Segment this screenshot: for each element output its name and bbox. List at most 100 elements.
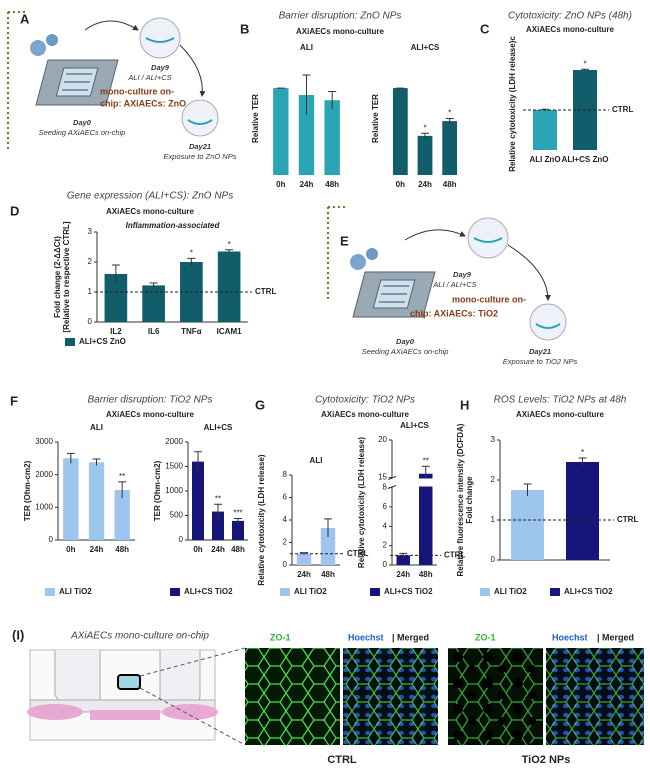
diagram-text: Day21 bbox=[189, 142, 211, 151]
error-bar bbox=[421, 132, 429, 139]
bar bbox=[114, 490, 130, 540]
x-tick-label: 24h bbox=[396, 570, 410, 579]
y-tick-label: 0 bbox=[179, 535, 184, 544]
y-axis-label: Fold change (2-ΔΔCt) bbox=[53, 236, 62, 318]
bar bbox=[417, 135, 433, 175]
diagram-text: mono-culture on- bbox=[100, 86, 174, 96]
y-tick-label: 8 bbox=[283, 470, 288, 479]
cell-icon bbox=[350, 254, 366, 270]
y-axis-label: Relative TER bbox=[371, 94, 380, 143]
y-tick-label: 3 bbox=[88, 227, 93, 236]
legend-label: ALI TiO2 bbox=[494, 587, 527, 596]
diagram-text: ALI / ALI+CS bbox=[127, 73, 171, 82]
bar-chart: ALI+CS Relative cytotoxicity (LDH release… bbox=[357, 421, 465, 596]
subplot-title: ALI bbox=[310, 456, 323, 465]
x-tick-label: 0h bbox=[396, 180, 405, 189]
error-bar bbox=[300, 552, 308, 555]
y-axis-label: Relative cytotoxicity (LDH release) bbox=[257, 454, 266, 585]
y-tick-label: 8 bbox=[383, 483, 388, 492]
diagram-text: Day9 bbox=[453, 270, 472, 279]
cell-icon bbox=[366, 248, 378, 260]
bar-chart: ALI Relative TER 0h 24h 48h bbox=[251, 43, 340, 189]
y-axis-label: TER (Ohm-cm2) bbox=[153, 460, 162, 521]
medium bbox=[90, 710, 160, 720]
legend-label: ALI+CS TiO2 bbox=[184, 587, 233, 596]
reference-label: CTRL bbox=[617, 515, 638, 524]
stage-icon bbox=[187, 119, 213, 125]
arrow bbox=[179, 44, 206, 97]
panel-title: Barrier disruption: ZnO NPs bbox=[279, 11, 402, 22]
subplot-title: ALI+CS bbox=[204, 423, 233, 432]
y-tick-label: 0 bbox=[88, 317, 93, 326]
y-tick-label: 1 bbox=[88, 287, 93, 296]
bar bbox=[533, 110, 557, 150]
stage-icon bbox=[181, 99, 219, 137]
x-tick-label: 24h bbox=[297, 570, 311, 579]
legend-swatch bbox=[480, 588, 490, 596]
significance: * bbox=[581, 448, 584, 457]
y-axis-label: Relative fluorescence intensity (DCFDA) bbox=[456, 423, 465, 576]
bar-chart: ALI+CS TER (Ohm-cm2) 0 500 1000 1500 2000 0h ** 2… bbox=[153, 423, 248, 596]
diagram-text: Day9 bbox=[151, 63, 170, 72]
x-tick-label: 48h bbox=[115, 545, 129, 554]
stain-label: ZO-1 bbox=[270, 632, 291, 642]
significance: ** bbox=[119, 472, 125, 481]
bar-chart: ALI TER (Ohm-cm2) 0 1000 2000 3000 0h 24h ** 48h A… bbox=[23, 423, 135, 596]
panel-label: G bbox=[255, 397, 265, 412]
y-tick-label: 2000 bbox=[35, 470, 53, 479]
legend-swatch bbox=[280, 588, 290, 596]
y-tick-label: 1500 bbox=[165, 462, 183, 471]
panel-title: Gene expression (ALI+CS): ZnO NPs bbox=[67, 191, 233, 202]
stage-icon bbox=[145, 37, 175, 43]
significance: * bbox=[448, 109, 451, 118]
bar bbox=[192, 461, 204, 540]
y-tick-label: 0 bbox=[491, 555, 496, 564]
x-tick-label: ALI+CS ZnO bbox=[562, 155, 609, 164]
bar bbox=[320, 527, 336, 565]
legend-label: ALI+CS ZnO bbox=[79, 337, 126, 346]
cell-layer bbox=[117, 674, 141, 690]
error-bar bbox=[399, 552, 408, 558]
stage-icon bbox=[473, 237, 503, 243]
micrograph bbox=[245, 648, 340, 745]
stain-label: | Merged bbox=[392, 632, 429, 642]
reference-label: CTRL bbox=[347, 549, 368, 558]
subplot-title: ALI bbox=[300, 43, 313, 52]
subplot-note: Inflammation-associated bbox=[126, 221, 221, 230]
arrow bbox=[84, 20, 139, 31]
y-axis-label: TER (Ohm-cm2) bbox=[23, 460, 32, 521]
diagram-text: mono-culture on- bbox=[452, 294, 526, 304]
bar bbox=[142, 285, 165, 322]
medium bbox=[162, 704, 218, 720]
error-bar bbox=[111, 264, 120, 283]
micrograph bbox=[343, 648, 438, 745]
panel-title: ROS Levels: TiO2 NPs at 48h bbox=[494, 395, 627, 406]
diagram-text: chip: AXiAECs: TiO2 bbox=[410, 308, 498, 318]
significance: *** bbox=[233, 509, 242, 518]
bar-chart: Relative fluorescence intensity (DCFDA) F… bbox=[456, 423, 638, 596]
arrow bbox=[507, 244, 551, 301]
y-tick-label: 20 bbox=[378, 435, 387, 444]
y-tick-label: 0 bbox=[383, 560, 388, 569]
panel-title: Cytotoxicity: TiO2 NPs bbox=[315, 395, 415, 406]
error-bar bbox=[324, 518, 332, 537]
panel-label: B bbox=[240, 21, 249, 36]
panel-label: D bbox=[10, 203, 19, 218]
bar bbox=[419, 473, 433, 565]
error-bar bbox=[214, 503, 222, 519]
error-bar bbox=[118, 481, 127, 499]
x-tick-label: 48h bbox=[325, 180, 339, 189]
legend-swatch bbox=[45, 588, 55, 596]
bar bbox=[63, 458, 79, 540]
stage-icon bbox=[467, 217, 509, 259]
y-axis-label: [Relative to respective CTRL] bbox=[62, 221, 71, 332]
diagram-text: Seeding AXiAECs on-chip bbox=[362, 347, 449, 356]
y-tick-label: 2 bbox=[283, 538, 288, 547]
bar-chart: ALI+CS Relative TER 0h * 24h * 48h bbox=[371, 43, 458, 189]
x-tick-label: TNFα bbox=[181, 327, 202, 336]
diagram-text: Day0 bbox=[73, 118, 92, 127]
subplot-title: ALI+CS bbox=[411, 43, 440, 52]
panel-label: C bbox=[480, 21, 490, 36]
x-tick-label: 48h bbox=[419, 570, 433, 579]
y-tick-label: 3000 bbox=[35, 437, 53, 446]
